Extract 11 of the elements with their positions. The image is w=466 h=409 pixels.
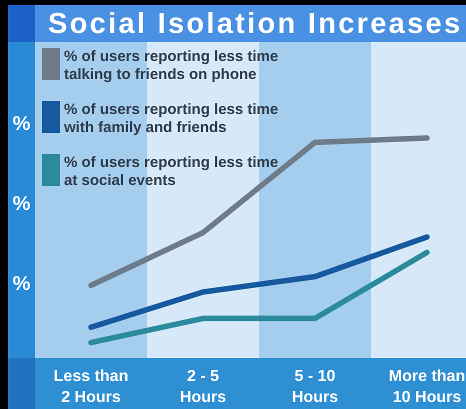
text: % bbox=[12, 193, 31, 215]
x-tick-label: 2 - 5 Hours bbox=[180, 368, 226, 406]
text: % bbox=[12, 113, 31, 135]
x-tick-label: 5 - 10 Hours bbox=[292, 368, 338, 406]
chart-title: Social Isolation Increases bbox=[48, 8, 462, 40]
text: % bbox=[12, 273, 31, 295]
x-tick-label: More than 10 Hours bbox=[388, 368, 466, 406]
legend-label: % of users reporting less time at social events bbox=[64, 154, 278, 189]
legend-label: % of users reporting less time talking to friends on phone bbox=[64, 48, 278, 83]
legend-label: % of users reporting less time with family and friends bbox=[63, 101, 278, 136]
x-tick-label: Less than 2 Hours bbox=[54, 368, 128, 406]
